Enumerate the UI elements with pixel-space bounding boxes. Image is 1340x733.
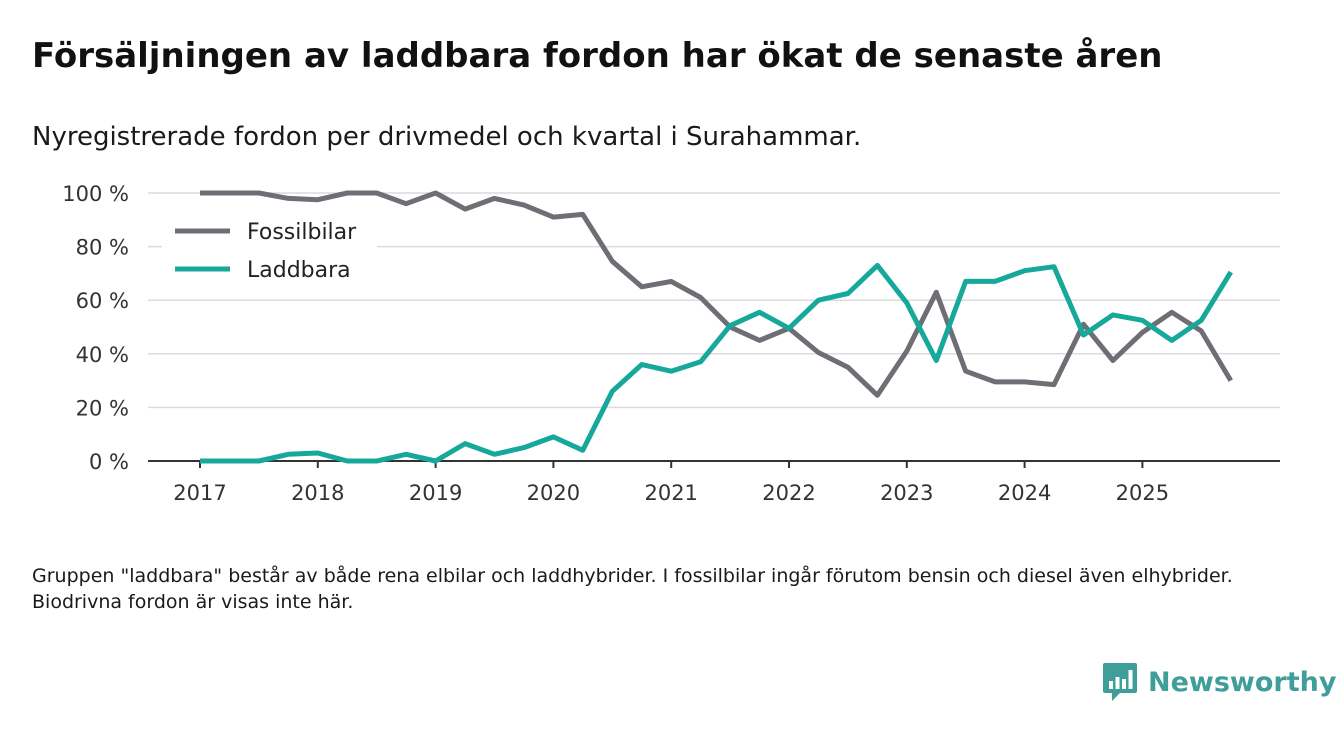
y-tick-label: 0 % xyxy=(89,450,129,474)
x-tick-label: 2025 xyxy=(1116,481,1169,505)
y-tick-label: 80 % xyxy=(76,236,129,260)
x-tick-label: 2022 xyxy=(762,481,815,505)
series-line-laddbara xyxy=(200,262,1233,464)
legend-label: Fossilbilar xyxy=(247,220,357,245)
x-tick-label: 2019 xyxy=(409,481,462,505)
chart-subtitle: Nyregistrerade fordon per drivmedel och … xyxy=(32,122,862,152)
y-tick-label: 60 % xyxy=(76,289,129,313)
chart-footnote: Gruppen "laddbara" består av både rena e… xyxy=(32,565,1233,613)
series-line-fossilbilar xyxy=(200,190,1233,398)
x-tick-label: 2021 xyxy=(644,481,697,505)
y-tick-label: 100 % xyxy=(62,182,129,206)
y-tick-label: 40 % xyxy=(76,343,129,367)
brand-name: Newsworthy xyxy=(1148,666,1337,698)
x-tick-label: 2023 xyxy=(880,481,933,505)
brand-logo: Newsworthy xyxy=(1102,660,1336,704)
x-tick-label: 2020 xyxy=(527,481,580,505)
legend-label: Laddbara xyxy=(247,258,351,283)
newsworthy-logo-icon xyxy=(1103,663,1137,701)
line-chart: 0 % 20 % 40 % 60 % 80 % 100 % 2017 2018 2019 2020… xyxy=(62,182,1280,505)
x-tick-label: 2024 xyxy=(998,481,1051,505)
chart-title: Försäljningen av laddbara fordon har öka… xyxy=(32,36,1163,76)
y-tick-label: 20 % xyxy=(76,396,129,420)
x-tick-label: 2017 xyxy=(173,481,226,505)
legend-box xyxy=(162,210,377,288)
x-tick-label: 2018 xyxy=(291,481,344,505)
